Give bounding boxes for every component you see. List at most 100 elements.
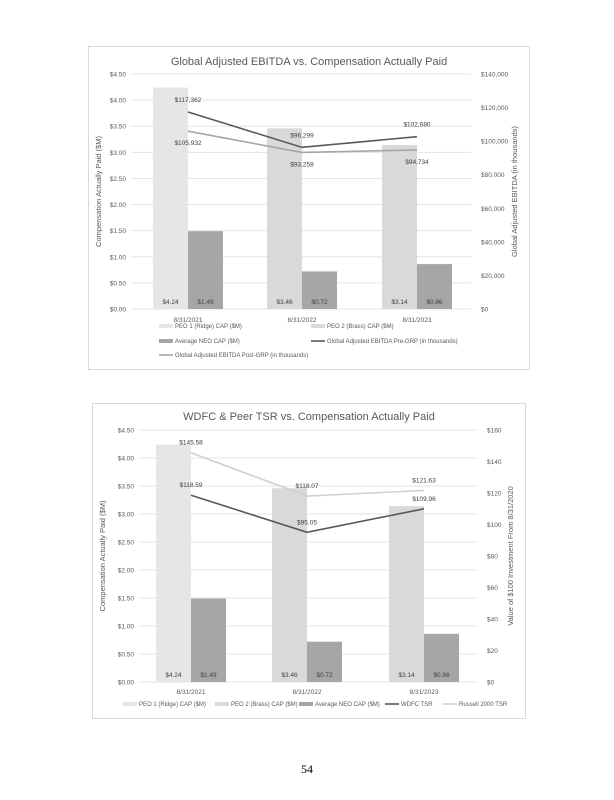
line-data-label: $94,734 (405, 159, 429, 166)
tsr-chart-svg: WDFC & Peer TSR vs. Compensation Actuall… (98, 411, 515, 708)
legend-label: Russell 2000 TSR (459, 702, 508, 708)
legend-label: Average NEO CAP ($M) (175, 339, 240, 345)
y-axis-title: Compensation Actually Paid ($M) (98, 500, 107, 611)
y-tick-label: $1.50 (118, 596, 135, 603)
line-data-label: $95.05 (297, 519, 317, 526)
y-tick-label: $2.00 (110, 202, 127, 209)
line-data-label: $105,932 (174, 140, 201, 147)
bar-peo2 (389, 506, 424, 682)
y-tick-label: $1.50 (110, 228, 127, 235)
bar-peo2 (382, 145, 417, 309)
y2-tick-label: $20,000 (481, 273, 505, 280)
y-tick-label: $3.00 (118, 512, 135, 519)
y-tick-label: $0.00 (110, 307, 127, 314)
tsr-vs-cap-chart: WDFC & Peer TSR vs. Compensation Actuall… (92, 403, 526, 719)
line-data-label: $118.07 (295, 483, 318, 490)
legend-swatch (215, 702, 229, 706)
x-tick-label: 8/31/2021 (177, 689, 206, 696)
line-data-label: $109.96 (412, 496, 436, 503)
y-tick-label: $2.50 (118, 540, 135, 547)
bar-data-label: $4.24 (162, 299, 179, 306)
bar-peo1 (156, 444, 191, 682)
legend-label: WDFC TSR (401, 702, 433, 708)
y-tick-label: $3.50 (110, 124, 127, 131)
bar-neo (417, 264, 452, 309)
y2-tick-label: $120,000 (481, 105, 508, 112)
bar-data-label: $0.86 (433, 672, 450, 679)
bar-peo2 (272, 488, 307, 682)
legend-swatch (159, 324, 173, 328)
x-tick-label: 8/31/2022 (293, 689, 322, 696)
y2-tick-label: $80,000 (481, 172, 505, 179)
bar-neo (307, 641, 342, 682)
legend-label: Global Adjusted EBITDA Pre-GRP (in thous… (327, 339, 458, 345)
bar-data-label: $3.46 (276, 299, 293, 306)
legend-label: PEO 2 (Brass) CAP ($M) (327, 324, 394, 330)
bar-neo (188, 231, 223, 309)
y2-tick-label: $140 (487, 459, 502, 466)
y-tick-label: $2.50 (110, 176, 127, 183)
bar-peo2 (267, 128, 302, 309)
series-line (187, 111, 418, 149)
line-data-label: $145.58 (179, 440, 203, 447)
legend-label: PEO 2 (Brass) CAP ($M) (231, 702, 298, 708)
y2-tick-label: $120 (487, 491, 502, 498)
y-tick-label: $0.00 (118, 680, 135, 687)
legend-label: Global Adjusted EBITDA Post-GRP (in thou… (175, 353, 308, 359)
line-data-label: $118.59 (179, 482, 202, 489)
bar-data-label: $4.24 (165, 672, 182, 679)
y-tick-label: $0.50 (118, 652, 135, 659)
legend-swatch (123, 702, 137, 706)
y-tick-label: $4.00 (118, 456, 135, 463)
ebitda-vs-cap-chart: Global Adjusted EBITDA vs. Compensation … (88, 46, 530, 370)
bar-data-label: $3.14 (391, 299, 408, 306)
line-data-label: $117,362 (175, 97, 202, 104)
y2-tick-label: $60,000 (481, 206, 505, 213)
y-tick-label: $1.00 (118, 624, 135, 631)
ebitda-chart-svg: Global Adjusted EBITDA vs. Compensation … (94, 56, 519, 359)
y-tick-label: $3.00 (110, 150, 127, 157)
y2-tick-label: $40 (487, 617, 498, 624)
bar-neo (191, 598, 226, 682)
y-tick-label: $4.50 (110, 72, 127, 79)
y-tick-label: $2.00 (118, 568, 135, 575)
y2-axis-title: Value of $100 Investment From 8/31/2020 (506, 486, 515, 626)
series-line (187, 130, 418, 154)
x-tick-label: 8/31/2023 (410, 689, 439, 696)
y-tick-label: $0.50 (110, 280, 127, 287)
y2-tick-label: $40,000 (481, 239, 505, 246)
y2-tick-label: $0 (481, 307, 489, 314)
legend-label: Average NEO CAP ($M) (315, 702, 380, 708)
legend-label: PEO 1 (Ridge) CAP ($M) (175, 324, 242, 330)
bar-neo (424, 633, 459, 682)
y2-tick-label: $160 (487, 428, 502, 435)
y-tick-label: $1.00 (110, 254, 127, 261)
x-tick-label: 8/31/2023 (403, 317, 432, 324)
legend-swatch (159, 339, 173, 343)
line-data-label: $102,680 (403, 122, 430, 129)
bar-neo (302, 271, 337, 309)
chart-title: Global Adjusted EBITDA vs. Compensation … (171, 56, 447, 68)
y2-tick-label: $60 (487, 585, 498, 592)
bar-data-label: $1.49 (200, 672, 217, 679)
y2-tick-label: $0 (487, 680, 495, 687)
y2-axis-title: Global Adjusted EBITDA (in thousands) (510, 126, 519, 257)
bar-data-label: $0.72 (316, 672, 333, 679)
y2-tick-label: $100,000 (481, 139, 508, 146)
line-data-label: $96,299 (290, 132, 314, 139)
y-tick-label: $4.50 (118, 428, 135, 435)
y2-tick-label: $140,000 (481, 72, 508, 79)
x-tick-label: 8/31/2021 (174, 317, 203, 324)
series-line (190, 494, 425, 534)
y-tick-label: $3.50 (118, 484, 135, 491)
bar-data-label: $3.46 (281, 672, 298, 679)
legend-label: PEO 1 (Ridge) CAP ($M) (139, 702, 206, 708)
bar-data-label: $3.14 (398, 672, 415, 679)
y2-tick-label: $100 (487, 522, 502, 529)
page-number: 54 (301, 762, 313, 776)
line-data-label: $121.63 (412, 477, 436, 484)
y2-tick-label: $80 (487, 554, 498, 561)
bar-data-label: $0.86 (426, 299, 443, 306)
series-line (190, 451, 425, 497)
